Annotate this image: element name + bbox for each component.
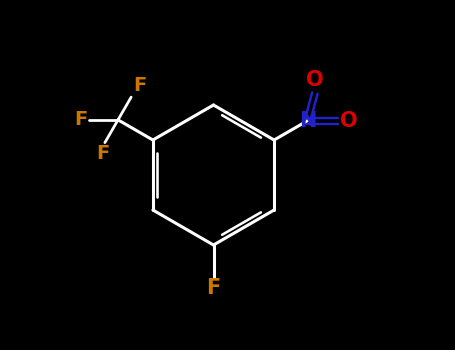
Text: O: O <box>340 111 358 131</box>
Text: F: F <box>96 144 110 163</box>
Text: F: F <box>74 110 87 130</box>
Text: F: F <box>207 278 221 298</box>
Text: O: O <box>306 70 324 90</box>
Text: N: N <box>299 111 316 131</box>
Text: F: F <box>133 76 146 96</box>
